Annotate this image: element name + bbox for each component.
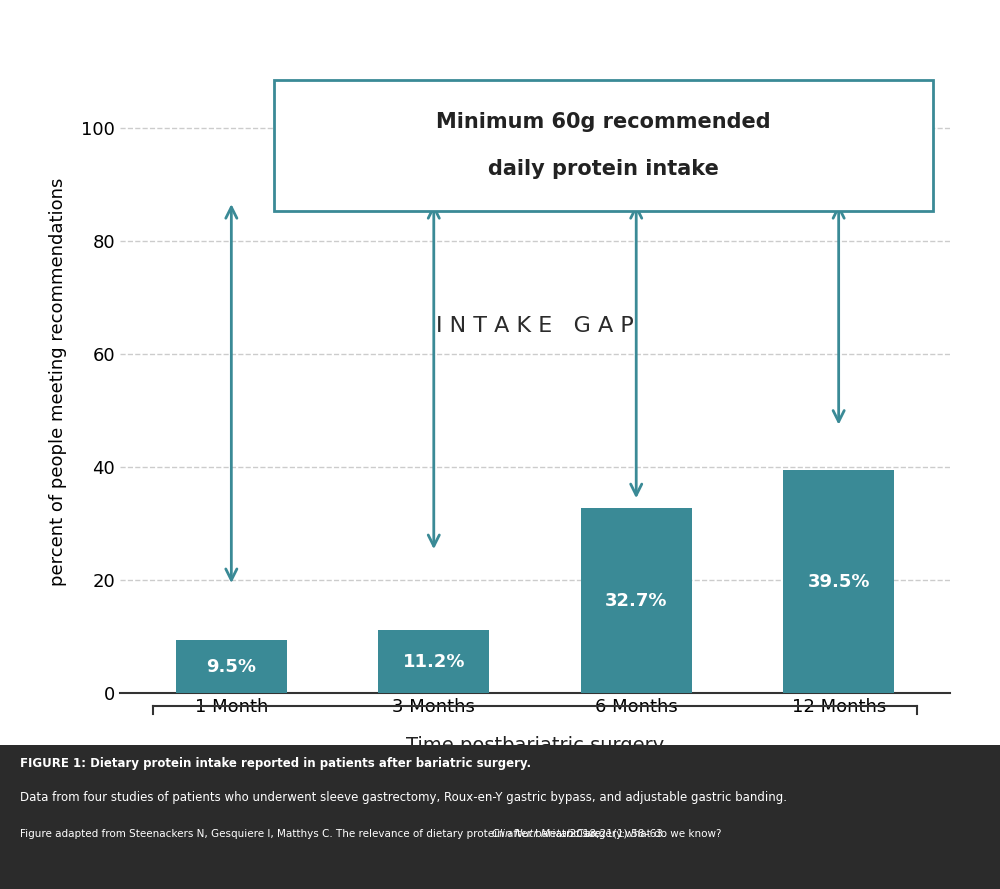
Bar [176,640,287,693]
Bar [783,470,894,693]
Text: daily protein intake: daily protein intake [488,159,719,180]
Text: Data from four studies of patients who underwent sleeve gastrectomy, Roux-en-Y g: Data from four studies of patients who u… [20,791,787,805]
Text: Figure adapted from Steenackers N, Gesquiere I, Matthys C. The relevance of diet: Figure adapted from Steenackers N, Gesqu… [20,829,725,838]
Text: Minimum 60g recommended: Minimum 60g recommended [436,112,771,132]
Text: . 2018;21(1):58–63.: . 2018;21(1):58–63. [563,829,666,838]
Text: Clin Nutr Metab Care: Clin Nutr Metab Care [492,829,601,838]
FancyBboxPatch shape [0,745,1000,889]
Text: FIGURE 1: Dietary protein intake reported in patients after bariatric surgery.: FIGURE 1: Dietary protein intake reporte… [20,757,531,771]
FancyBboxPatch shape [274,81,933,211]
Text: I N T A K E   G A P: I N T A K E G A P [436,316,634,336]
Text: Time postbariatric surgery: Time postbariatric surgery [406,736,664,756]
Text: 9.5%: 9.5% [206,658,256,676]
Y-axis label: percent of people meeting recommendations: percent of people meeting recommendation… [49,178,67,587]
Bar [378,630,489,693]
Bar [581,509,692,693]
Text: 32.7%: 32.7% [605,592,667,610]
Text: 11.2%: 11.2% [403,653,465,670]
Text: 39.5%: 39.5% [807,573,870,590]
